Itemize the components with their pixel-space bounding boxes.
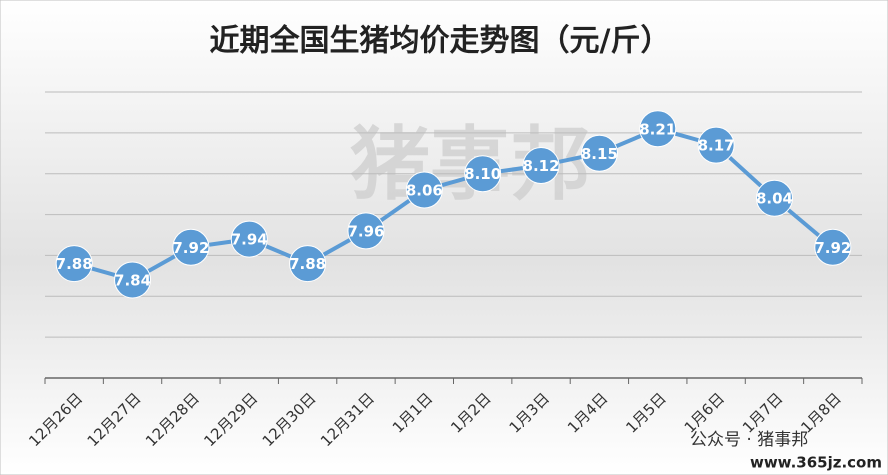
point xyxy=(405,171,443,209)
data-label: 7.96 xyxy=(347,222,384,240)
data-label: 8.06 xyxy=(406,182,443,200)
point xyxy=(230,220,268,258)
chart-title: 近期全国生猪均价走势图（元/斤） xyxy=(210,24,671,59)
point xyxy=(289,245,327,283)
data-label: 8.04 xyxy=(756,190,793,208)
point xyxy=(464,155,502,193)
data-label: 7.84 xyxy=(114,271,151,289)
source: 公众号 · 猪事邦 xyxy=(690,430,808,450)
point xyxy=(347,212,385,250)
data-label: 7.94 xyxy=(231,231,268,249)
point xyxy=(522,147,560,185)
point xyxy=(580,134,618,172)
point xyxy=(697,126,735,164)
data-label: 8.17 xyxy=(698,137,735,155)
data-label: 8.12 xyxy=(523,157,560,175)
point xyxy=(55,245,93,283)
site: www.365jz.com xyxy=(750,454,882,472)
data-label: 8.10 xyxy=(464,165,501,183)
point xyxy=(814,228,852,266)
data-label: 8.21 xyxy=(639,120,676,138)
data-label: 7.92 xyxy=(814,239,851,257)
data-label: 7.88 xyxy=(56,255,93,273)
data-label: 7.92 xyxy=(172,239,209,257)
data-label: 8.15 xyxy=(581,145,618,163)
point xyxy=(172,228,210,266)
point xyxy=(114,261,152,299)
point xyxy=(755,179,793,217)
data-label: 7.88 xyxy=(289,255,326,273)
point xyxy=(639,110,677,148)
